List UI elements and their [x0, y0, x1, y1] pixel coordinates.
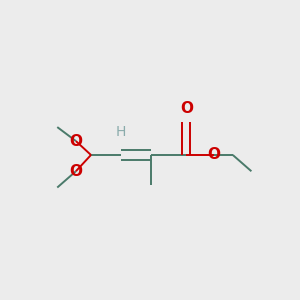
Text: H: H — [116, 125, 126, 139]
Text: O: O — [208, 148, 221, 163]
Text: O: O — [180, 101, 193, 116]
Text: O: O — [69, 164, 82, 179]
Text: O: O — [69, 134, 82, 148]
